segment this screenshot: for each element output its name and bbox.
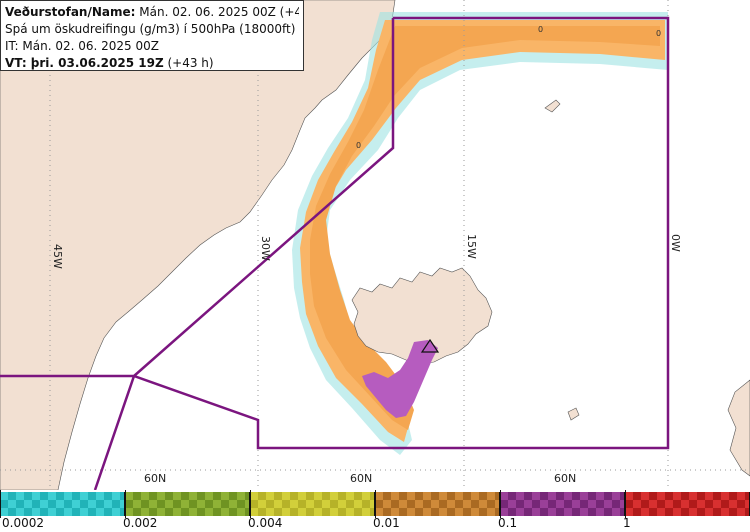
- legend-tick-label: 0.002: [123, 516, 158, 530]
- concentration-legend: 0.0002 0.002 0.004 0.01 0.1 1: [0, 490, 750, 532]
- info-valid-label: VT: þri. 03.06.2025 19Z: [5, 56, 164, 70]
- forecast-info-box: Veðurstofan/Name: Mán. 02. 06. 2025 00Z …: [0, 0, 304, 71]
- info-line-name: Veðurstofan/Name: Mán. 02. 06. 2025 00Z …: [5, 4, 299, 21]
- ash-high-concentration: [362, 340, 438, 418]
- contour-label: 0: [656, 29, 661, 38]
- ash-forecast-map: 45W 30W 15W 0W 60N 60N 60N 0 0 0: [0, 0, 750, 490]
- info-line-issue-time: IT: Mán. 02. 06. 2025 00Z: [5, 39, 159, 53]
- lon-label-45w: 45W: [51, 244, 64, 269]
- jan-mayen-island: [544, 99, 561, 113]
- ash-sparse-halo: [292, 12, 668, 455]
- scandinavia-edge: [727, 379, 750, 477]
- legend-swatch: [375, 492, 500, 516]
- legend-tick-mark: [250, 490, 251, 518]
- lat-label-60n-left: 60N: [144, 472, 166, 485]
- legend-color-bar: [0, 492, 750, 516]
- greenland-landmass: [0, 0, 396, 490]
- iceland: [351, 267, 493, 365]
- lat-label-60n-mid: 60N: [350, 472, 372, 485]
- info-name-value: Mán. 02. 06. 2025 00Z (+43 h): [139, 5, 299, 19]
- info-line-forecast: Spá um öskudreifingu (g/m3) í 500hPa (18…: [5, 22, 296, 36]
- faroe-islands: [567, 407, 580, 421]
- info-line-valid-time: VT: þri. 03.06.2025 19Z (+43 h): [5, 55, 299, 72]
- legend-tick-mark: [375, 490, 376, 518]
- lon-label-0w: 0W: [669, 234, 682, 252]
- legend-tick-mark: [125, 490, 126, 518]
- legend-tick-label: 0.1: [498, 516, 518, 530]
- lon-label-15w: 15W: [465, 234, 478, 259]
- contour-label: 0: [356, 141, 361, 150]
- legend-tick-mark: [625, 490, 626, 518]
- lat-label-60n-right: 60N: [554, 472, 576, 485]
- legend-tick-mark: [0, 490, 1, 518]
- legend-tick-mark: [500, 490, 501, 518]
- legend-tick-label: 0.004: [248, 516, 283, 530]
- legend-swatch: [250, 492, 375, 516]
- legend-swatch: [125, 492, 250, 516]
- legend-swatch: [625, 492, 750, 516]
- volcano-triangle-icon: [420, 338, 440, 353]
- info-name-label: Veðurstofan/Name:: [5, 5, 136, 19]
- fir-boundary: [0, 16, 670, 490]
- legend-swatch: [0, 492, 125, 516]
- info-valid-value: (+43 h): [167, 56, 214, 70]
- legend-tick-label: 0.01: [373, 516, 400, 530]
- legend-tick-label: 1: [623, 516, 631, 530]
- legend-swatch: [500, 492, 625, 516]
- legend-tick-label: 0.0002: [2, 516, 44, 530]
- lon-label-30w: 30W: [259, 236, 272, 261]
- contour-label: 0: [538, 25, 543, 34]
